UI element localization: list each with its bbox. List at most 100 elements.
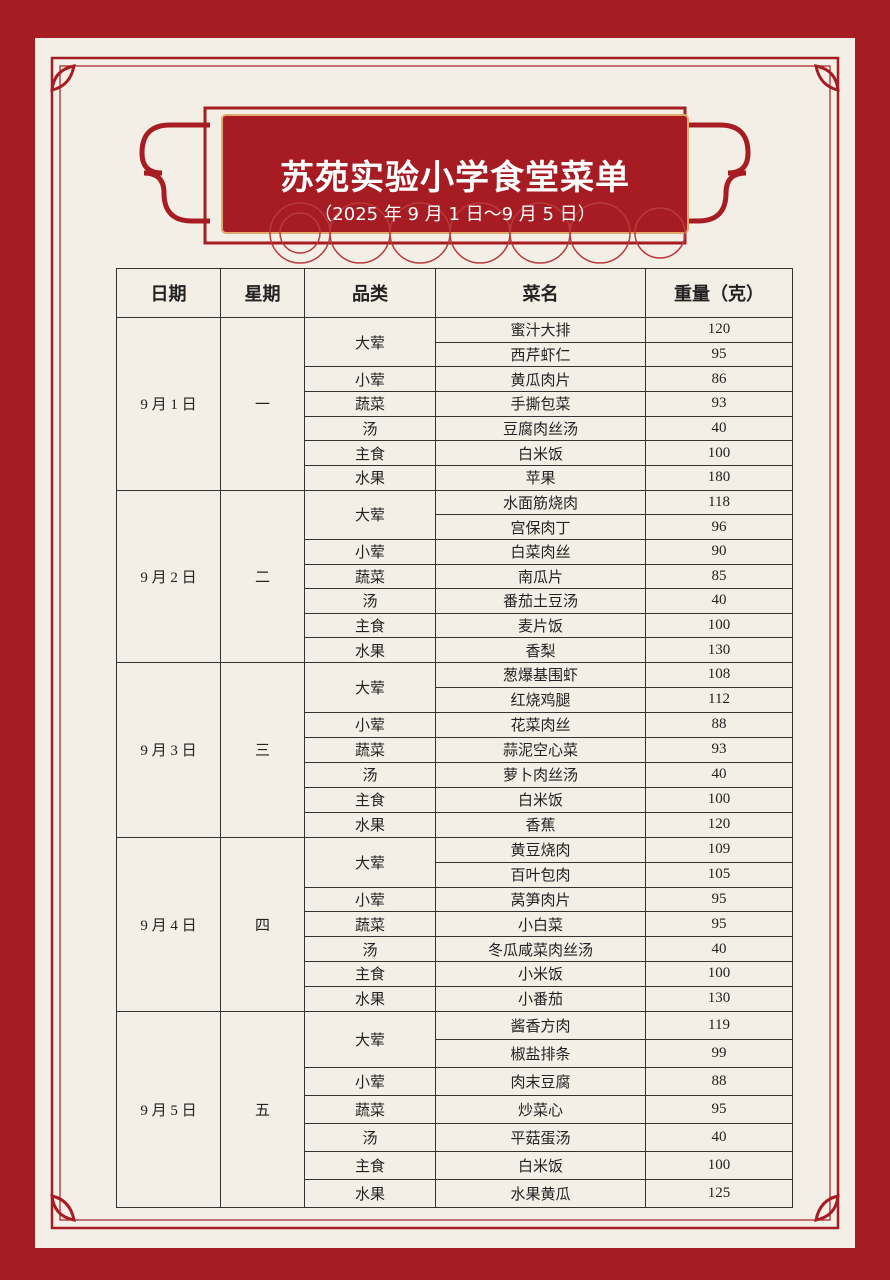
category-cell: 汤 [304,588,436,614]
weight-cell: 95 [645,341,793,368]
menu-row: 主食 麦片饭 100 [117,612,793,639]
category-cell: 主食 [304,960,436,987]
weight-cell: 40 [645,588,793,614]
category-cell: 主食 [304,1151,436,1181]
dish-cell: 白米饭 [435,786,646,813]
weight-cell: 130 [645,637,793,663]
weight-cell: 100 [645,1151,793,1181]
category-cell: 汤 [304,415,436,442]
weight-cell: 118 [645,489,793,516]
menu-row: 主食 白米饭 100 [117,786,793,813]
menu-row: 汤冬瓜咸菜肉丝汤 40 [117,936,793,962]
weight-cell: 40 [645,415,793,442]
date-cell: 9 月 3 日 [116,661,221,838]
dish-cell: 葱爆基围虾 [435,661,646,688]
dish-cell: 西芹虾仁 [435,341,646,368]
weight-cell: 90 [645,539,793,565]
menu-row: 水果 香梨 130 [117,637,793,663]
dish-cell: 白米饭 [435,440,646,467]
weight-cell: 120 [645,317,793,343]
menu-row: 汤平菇蛋汤 40 [117,1122,793,1153]
category-cell: 水果 [304,637,436,663]
category-cell: 大荤 [304,316,436,368]
weekday-cell: 五 [220,1010,305,1209]
menu-row: 9 月 1 日一大荤 蜜汁大排 120 [116,316,793,491]
weight-cell: 119 [645,1010,793,1040]
dish-cell: 蜜汁大排 [435,317,646,343]
column-header: 星期 [220,268,305,318]
weight-cell: 180 [645,465,793,491]
dish-cell: 香蕉 [435,811,646,838]
dish-cell: 豆腐肉丝汤 [435,415,646,442]
dish-cell: 蒜泥空心菜 [435,736,646,763]
weight-cell: 40 [645,1122,793,1153]
menu-row: 蔬菜 南瓜片 85 [117,563,793,590]
date-cell: 9 月 4 日 [116,836,221,1012]
menu-row: 小荤 肉末豆腐 88 [117,1066,793,1096]
dish-cell: 炒菜心 [435,1094,646,1124]
category-cell: 主食 [304,440,436,467]
weekday-cell: 三 [220,661,305,838]
category-cell: 蔬菜 [304,911,436,938]
menu-row: 小荤 花菜肉丝 88 [117,711,793,738]
weight-cell: 86 [645,366,793,393]
category-cell: 汤 [304,1122,436,1153]
menu-row: 汤萝卜肉丝汤 40 [117,761,793,788]
category-cell: 小荤 [304,1066,436,1096]
menu-row: 汤豆腐肉丝汤 40 [117,415,793,442]
weight-cell: 96 [645,514,793,540]
menu-row: 蔬菜 蒜泥空心菜 93 [117,736,793,763]
menu-row: 主食 白米饭 100 [117,440,793,467]
dish-cell: 白米饭 [435,1151,646,1181]
menu-row: 百叶包肉 105 [117,861,793,888]
table-body: 9 月 1 日一大荤 蜜汁大排 120 西芹虾仁 95 小荤 黄瓜肉片 86 蔬菜 手撕包菜 93 汤… [116,316,793,1209]
menu-title: 苏苑实验小学食堂菜单 [280,158,630,198]
dish-cell: 苹果 [435,465,646,491]
category-cell: 汤 [304,761,436,788]
category-cell: 小荤 [304,711,436,738]
dish-cell: 水面筋烧肉 [435,489,646,516]
dish-cell: 百叶包肉 [435,861,646,888]
category-cell: 大荤 [304,836,436,888]
dish-cell: 小米饭 [435,960,646,987]
category-cell: 小荤 [304,886,436,913]
dish-cell: 小白菜 [435,911,646,938]
column-header: 品类 [304,268,436,318]
category-cell: 蔬菜 [304,563,436,590]
menu-row: 水果 香蕉 120 [117,811,793,838]
dish-cell: 椒盐排条 [435,1038,646,1068]
weight-cell: 100 [645,960,793,987]
dish-cell: 小番茄 [435,985,646,1012]
dish-cell: 水果黄瓜 [435,1179,646,1209]
menu-subtitle: （2025 年 9 月 1 日～9 月 5 日） [314,204,596,225]
dish-cell: 宫保肉丁 [435,514,646,540]
weight-cell: 93 [645,391,793,417]
menu-row: 9 月 3 日三大荤 葱爆基围虾 108 [116,661,793,838]
category-cell: 小荤 [304,539,436,565]
dish-cell: 萝卜肉丝汤 [435,761,646,788]
dish-cell: 香梨 [435,637,646,663]
category-cell: 蔬菜 [304,1094,436,1124]
dish-cell: 番茄土豆汤 [435,588,646,614]
category-cell: 水果 [304,811,436,838]
weight-cell: 130 [645,985,793,1012]
header-row: 日期 星期 品类 菜名 重量（克） [116,268,793,318]
dish-cell: 南瓜片 [435,563,646,590]
weight-cell: 95 [645,911,793,938]
weekday-cell: 二 [220,489,305,663]
dish-cell: 花菜肉丝 [435,711,646,738]
column-header: 菜名 [435,268,646,318]
menu-row: 水果 苹果 180 [117,465,793,491]
menu-row: 水果 水果黄瓜 125 [117,1179,793,1209]
category-cell: 主食 [304,786,436,813]
dish-cell: 平菇蛋汤 [435,1122,646,1153]
weight-cell: 120 [645,811,793,838]
date-cell: 9 月 2 日 [116,489,221,663]
dish-cell: 黄瓜肉片 [435,366,646,393]
dish-cell: 手撕包菜 [435,391,646,417]
weight-cell: 88 [645,1066,793,1096]
date-cell: 9 月 5 日 [116,1010,221,1209]
column-header: 重量（克） [645,268,793,318]
weekday-cell: 一 [220,317,305,491]
